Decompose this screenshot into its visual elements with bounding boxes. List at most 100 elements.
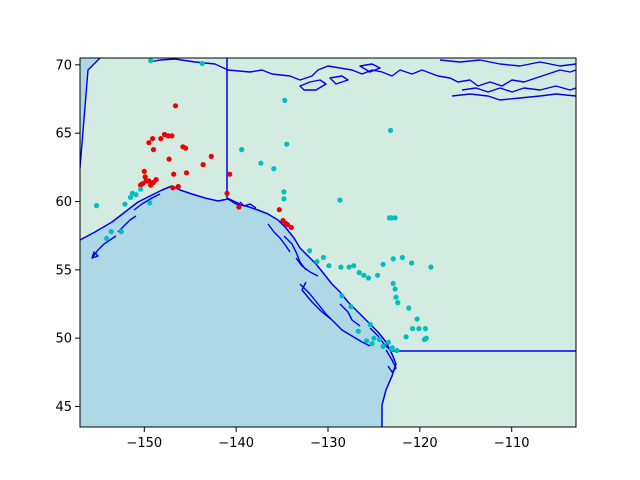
x-tick-label-2: −130 [310,436,346,451]
x-tick-label-1: −140 [218,436,254,451]
data-point-cyan-34 [375,272,381,278]
axis-ticks: −150 −140 −130 −120 −110 45 50 55 60 65 70 [55,58,529,451]
data-point-cyan-32 [361,272,367,278]
data-point-red-20 [143,178,149,184]
data-point-cyan-47 [409,326,416,332]
x-tick-label-4: −110 [494,436,530,451]
data-point-cyan-11 [93,203,100,209]
data-point-cyan-37 [399,254,405,261]
data-point-cyan-22 [392,215,398,221]
data-point-cyan-26 [314,259,320,265]
data-point-cyan-29 [346,264,352,270]
data-point-cyan-35 [380,261,386,267]
data-point-cyan-4 [284,141,290,147]
data-point-cyan-31 [356,270,362,276]
data-point-cyan-33 [365,275,371,281]
y-tick-label-2: 55 [55,263,72,278]
alaska-canada-border-panhandle [226,197,241,205]
data-point-cyan-46 [422,326,428,332]
data-point-red-12 [200,162,206,168]
data-point-cyan-1 [148,58,154,64]
data-point-cyan-6 [258,160,264,166]
data-point-red-33 [283,220,289,226]
data-point-red-3 [169,133,175,139]
data-point-cyan-58 [371,335,377,341]
data-point-cyan-54 [380,343,386,349]
data-point-cyan-19 [118,229,124,235]
data-point-cyan-28 [338,264,344,270]
political-borders [226,58,576,352]
land-mass [80,58,576,427]
data-point-red-4 [158,136,164,142]
data-point-cyan-64 [367,321,373,328]
data-point-cyan-24 [307,248,313,254]
data-point-cyan-41 [392,286,398,292]
y-tick-label-4: 65 [55,127,72,142]
data-point-red-14 [183,170,190,176]
data-point-cyan-27 [326,263,332,269]
data-point-cyan-42 [393,294,399,300]
data-point-cyan-7 [271,166,277,172]
data-point-cyan-39 [428,264,434,270]
coastal-islands [91,193,397,373]
data-point-red-26 [227,171,233,177]
data-point-cyan-15 [133,192,139,198]
x-tick-label-0: −150 [126,436,162,451]
data-point-cyan-0 [199,60,205,67]
data-point-red-25 [138,182,144,188]
data-point-red-2 [165,133,171,139]
data-point-cyan-48 [416,326,422,332]
data-point-cyan-56 [364,338,370,344]
data-point-cyan-45 [414,316,420,322]
data-point-cyan-8 [281,189,287,195]
data-point-cyan-63 [339,293,345,299]
y-tick-label-5: 70 [55,58,72,73]
data-point-red-10 [166,156,172,162]
data-point-red-8 [183,145,189,151]
data-point-red-16 [142,174,148,180]
data-point-cyan-12 [127,194,134,200]
data-point-cyan-36 [390,256,396,262]
data-point-cyan-38 [409,260,415,266]
data-point-red-0 [172,103,179,109]
data-point-cyan-9 [281,196,287,202]
y-tick-label-0: 45 [55,400,72,415]
data-point-red-23 [175,183,181,190]
coastline [80,185,397,427]
data-point-cyan-55 [369,341,375,347]
data-point-red-32 [288,224,294,231]
data-point-red-6 [146,140,152,146]
data-point-cyan-62 [348,304,354,310]
data-point-cyan-23 [386,215,393,221]
data-point-cyan-53 [386,339,392,345]
data-point-red-22 [153,177,159,183]
data-point-cyan-43 [395,300,401,306]
data-point-red-5 [150,136,156,142]
data-point-red-11 [150,147,157,153]
data-point-cyan-50 [421,336,427,343]
x-tick-label-3: −120 [402,436,438,451]
y-tick-label-1: 50 [55,332,72,347]
arctic-coastline [80,58,576,169]
data-point-red-24 [170,185,176,191]
data-point-cyan-5 [239,147,245,153]
data-point-cyan-10 [337,197,343,203]
data-point-red-29 [276,207,282,213]
data-point-cyan-61 [394,347,400,354]
map-layers [80,58,576,427]
data-point-red-28 [236,204,242,210]
data-point-cyan-59 [376,336,382,343]
data-point-red-9 [208,153,214,159]
data-point-cyan-20 [104,235,110,241]
data-point-red-27 [224,190,230,196]
data-point-cyan-40 [390,280,396,287]
data-point-cyan-16 [147,200,153,206]
data-points [93,58,434,354]
data-point-cyan-17 [138,186,144,192]
data-point-red-13 [141,168,147,174]
data-point-cyan-30 [351,263,357,269]
map-axes: −150 −140 −130 −120 −110 45 50 55 60 65 70 [55,57,577,451]
data-point-cyan-25 [320,254,326,261]
data-point-cyan-51 [403,334,409,340]
